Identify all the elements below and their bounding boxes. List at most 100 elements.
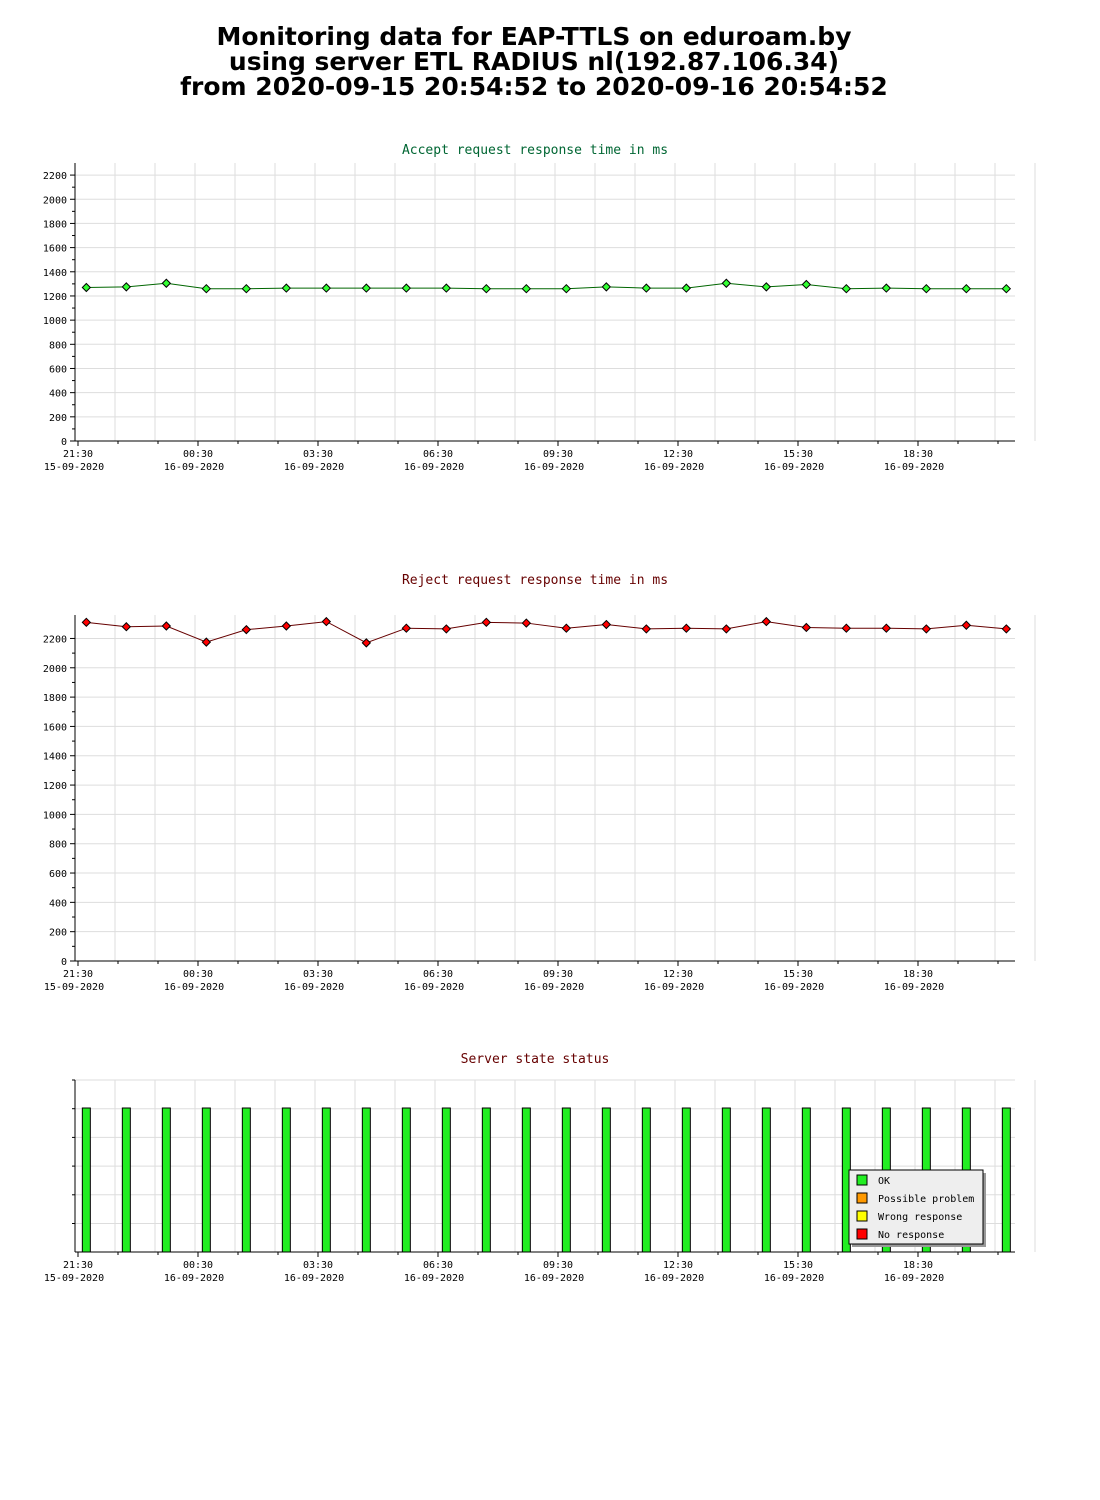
reject-x-tick-time: 00:30 <box>183 969 213 980</box>
accept-x-tick-date: 16-09-2020 <box>284 462 344 473</box>
status-bar <box>1001 1107 1011 1253</box>
accept-data-point <box>841 283 852 294</box>
accept-data-point <box>561 283 572 294</box>
server-status-chart: Server state status 21:30 15-09-2020 00:30… <box>44 1052 1036 1284</box>
accept-data-point <box>521 283 532 294</box>
accept-x-tick-time: 18:30 <box>903 449 933 460</box>
status-legend: OK Possible problem Wrong response No respo… <box>848 1169 986 1247</box>
reject-data-point <box>361 638 372 648</box>
reject-data-point <box>881 623 892 633</box>
accept-x-tick-time: 03:30 <box>303 449 333 460</box>
accept-data-point <box>161 278 172 288</box>
accept-x-tick-time: 06:30 <box>423 449 453 460</box>
status-x-tick-date: 16-09-2020 <box>164 1273 224 1284</box>
status-x-tick-date: 16-09-2020 <box>404 1273 464 1284</box>
accept-x-tick-date: 16-09-2020 <box>644 462 704 473</box>
reject-response-chart: Reject request response time in ms 0 200 4… <box>43 573 1036 993</box>
reject-data-point <box>321 616 332 627</box>
status-bar <box>481 1107 491 1253</box>
status-bar <box>721 1107 731 1253</box>
accept-data-point <box>681 283 692 293</box>
reject-y-tick-label: 800 <box>49 840 67 851</box>
reject-data-point <box>801 622 812 633</box>
status-bar <box>521 1107 531 1253</box>
status-x-tick-date: 16-09-2020 <box>524 1273 584 1284</box>
status-bar <box>321 1107 331 1253</box>
legend-label: Possible problem <box>878 1194 974 1205</box>
title-line-1: Monitoring data for EAP-TTLS on eduroam.… <box>216 22 852 51</box>
accept-data-point <box>281 283 292 293</box>
status-x-tick-time: 21:30 <box>63 1260 93 1271</box>
reject-x-tick-date: 16-09-2020 <box>524 982 584 993</box>
status-x-tick-date: 16-09-2020 <box>644 1273 704 1284</box>
reject-data-point <box>561 623 572 633</box>
status-x-tick-date: 16-09-2020 <box>764 1273 824 1284</box>
reject-x-tick-date: 16-09-2020 <box>404 982 464 993</box>
reject-x-tick-time: 21:30 <box>63 969 93 980</box>
reject-y-tick-label: 2200 <box>43 634 67 645</box>
accept-data-point <box>361 283 372 293</box>
reject-y-tick-label: 1800 <box>43 693 67 704</box>
legend-label: No response <box>878 1230 944 1241</box>
accept-data-point <box>481 283 492 294</box>
reject-x-tick-date: 16-09-2020 <box>164 982 224 993</box>
status-x-tick-date: 15-09-2020 <box>44 1273 104 1284</box>
accept-x-tick-time: 12:30 <box>663 449 693 460</box>
reject-series-line <box>86 621 1007 644</box>
reject-data-point <box>121 622 132 632</box>
accept-y-tick-label: 0 <box>61 437 67 448</box>
accept-x-tick-date: 16-09-2020 <box>764 462 824 473</box>
reject-x-tick-time: 18:30 <box>903 969 933 980</box>
reject-y-tick-label: 1200 <box>43 781 67 792</box>
status-chart-title: Server state status <box>461 1052 610 1067</box>
reject-y-tick-label: 200 <box>49 928 67 939</box>
accept-y-tick-label: 800 <box>49 340 67 351</box>
accept-data-point <box>761 282 772 292</box>
accept-data-point <box>321 283 332 293</box>
reject-chart-title: Reject request response time in ms <box>402 573 668 588</box>
accept-y-tick-label: 200 <box>49 413 67 424</box>
reject-x-tick-time: 15:30 <box>783 969 813 980</box>
legend-label: OK <box>878 1176 890 1187</box>
reject-x-tick-time: 03:30 <box>303 969 333 980</box>
accept-data-point <box>241 283 252 294</box>
reject-data-point <box>601 619 612 630</box>
accept-response-chart: Accept request response time in ms 0 200 4… <box>43 143 1036 473</box>
accept-x-tick-date: 16-09-2020 <box>404 462 464 473</box>
accept-data-point <box>401 283 412 293</box>
reject-x-tick-time: 06:30 <box>423 969 453 980</box>
reject-y-tick-label: 2000 <box>43 664 67 675</box>
reject-data-point <box>441 624 452 634</box>
reject-data-point <box>761 616 772 627</box>
status-x-tick-time: 03:30 <box>303 1260 333 1271</box>
status-bar <box>241 1107 251 1253</box>
status-x-tick-time: 15:30 <box>783 1260 813 1271</box>
accept-series-line <box>86 282 1007 290</box>
accept-data-point <box>921 283 932 294</box>
accept-data-point <box>881 283 892 293</box>
reject-data-point <box>961 620 972 630</box>
accept-y-tick-label: 1200 <box>43 292 67 303</box>
status-bar <box>281 1107 291 1253</box>
reject-y-tick-label: 1400 <box>43 752 67 763</box>
accept-y-tick-label: 2200 <box>43 171 67 182</box>
status-bar <box>761 1107 771 1253</box>
status-bar <box>161 1107 171 1253</box>
status-x-tick-time: 06:30 <box>423 1260 453 1271</box>
status-x-tick-date: 16-09-2020 <box>884 1273 944 1284</box>
accept-data-point <box>81 282 92 293</box>
reject-x-tick-date: 15-09-2020 <box>44 982 104 993</box>
accept-data-point <box>1001 283 1012 294</box>
accept-x-tick-time: 00:30 <box>183 449 213 460</box>
status-bar <box>681 1107 691 1253</box>
accept-x-tick-date: 16-09-2020 <box>884 462 944 473</box>
reject-data-point <box>281 621 292 631</box>
status-x-tick-time: 12:30 <box>663 1260 693 1271</box>
accept-y-tick-label: 1800 <box>43 219 67 230</box>
accept-data-point <box>441 283 452 293</box>
status-bar <box>201 1107 211 1253</box>
reject-x-tick-date: 16-09-2020 <box>764 982 824 993</box>
reject-data-point <box>521 618 532 628</box>
title-line-2: using server ETL RADIUS nl(192.87.106.34… <box>228 47 840 76</box>
